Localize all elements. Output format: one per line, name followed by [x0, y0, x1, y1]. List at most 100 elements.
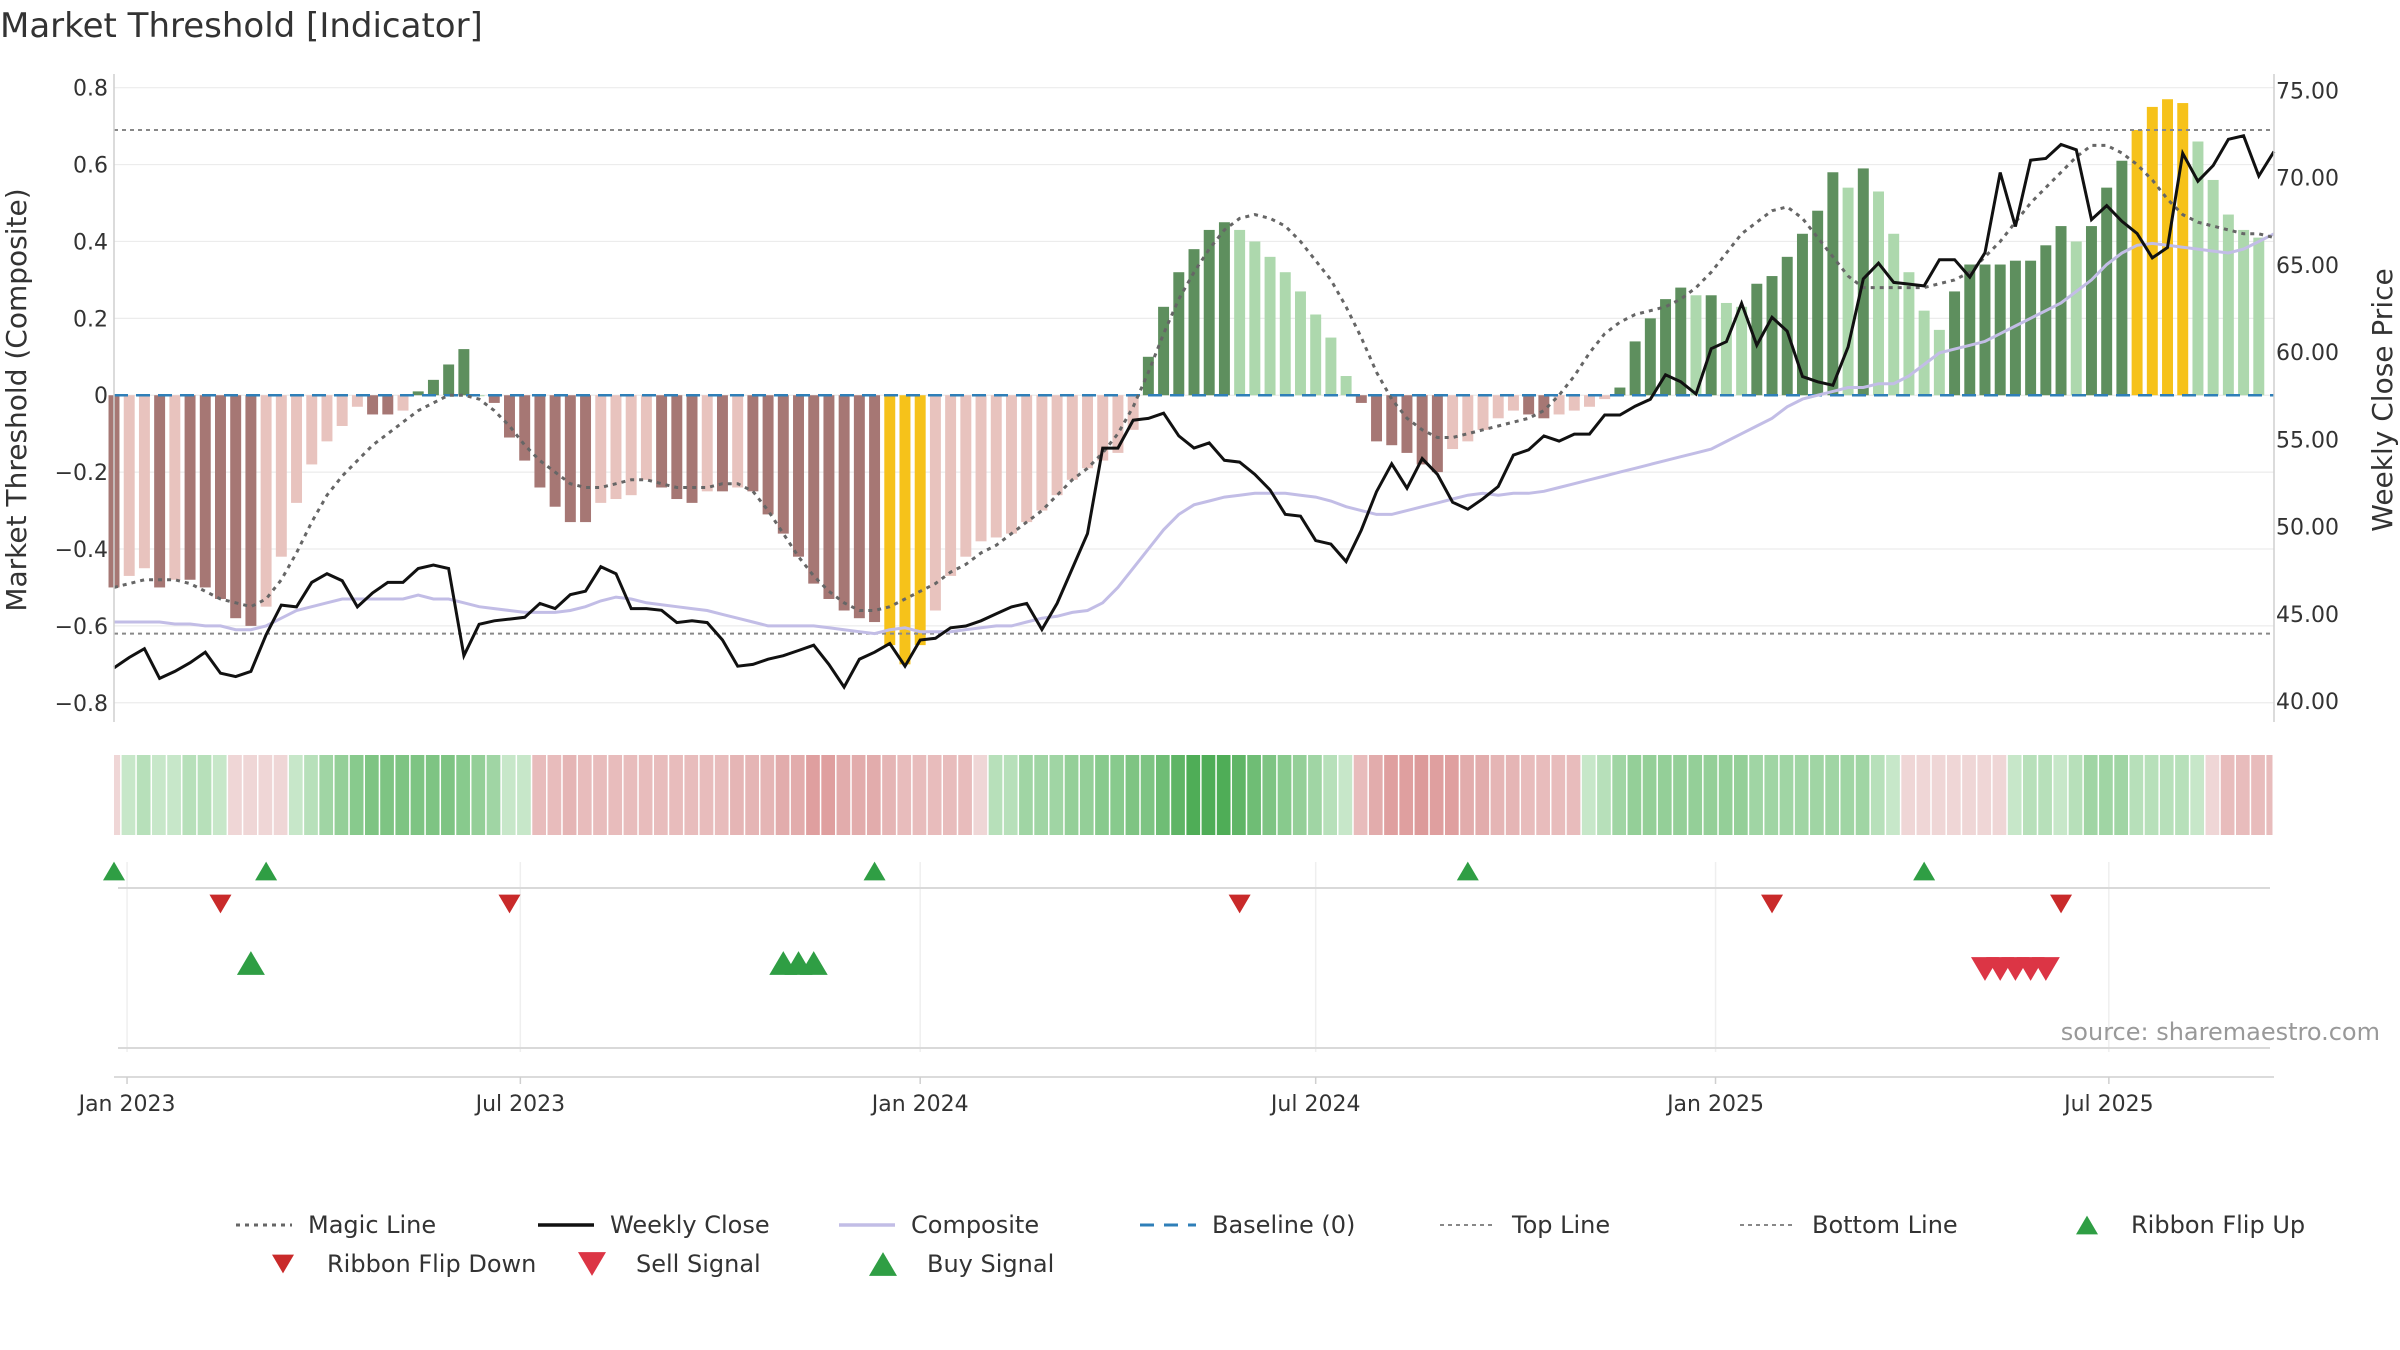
composite-bar: [1234, 229, 1246, 396]
ribbon-flip-down-marker: [2050, 894, 2073, 914]
composite-bar: [306, 395, 318, 465]
composite-bar: [656, 395, 668, 488]
composite-bar: [336, 395, 348, 426]
legend-label: Ribbon Flip Down: [327, 1250, 536, 1278]
composite-bar: [2192, 141, 2204, 396]
ribbon-cell: [1779, 755, 1794, 835]
ribbon-cell: [836, 755, 851, 835]
ribbon-cell: [1901, 755, 1916, 835]
composite-bar: [808, 395, 820, 584]
composite-bar: [1431, 395, 1443, 473]
ribbon-cell: [2175, 755, 2189, 835]
legend-swatch: [272, 1254, 294, 1274]
ribbon-cell: [2235, 755, 2250, 835]
composite-bar: [2009, 260, 2021, 396]
ribbon-cell: [1597, 755, 1611, 835]
composite-bar: [2101, 187, 2113, 396]
composite-bar: [716, 395, 728, 492]
composite-bar: [1918, 310, 1930, 396]
ribbon-cell: [958, 755, 972, 835]
composite-bar: [2085, 226, 2097, 396]
composite-bar: [2070, 241, 2082, 396]
y-right-axis-title: Weekly Close Price: [2366, 268, 2399, 531]
composite-bar: [1386, 395, 1398, 446]
y-right-tick-label: 65.00: [2276, 254, 2339, 279]
composite-bar: [625, 395, 637, 496]
ribbon-cell: [1429, 755, 1444, 835]
ribbon-cell: [2220, 755, 2235, 835]
x-tick-label: Jan 2023: [77, 1092, 176, 1117]
composite-bar: [1005, 395, 1017, 534]
composite-bar: [1066, 395, 1078, 480]
composite-bar: [488, 395, 500, 403]
composite-bar: [975, 395, 987, 542]
composite-bar: [534, 395, 546, 488]
composite-bar: [1203, 229, 1215, 396]
composite-bar: [351, 395, 363, 407]
ribbon-cell: [182, 755, 197, 835]
composite-bar: [2025, 260, 2037, 396]
y-right-tick-label: 70.00: [2276, 167, 2339, 192]
ribbon-cell: [1962, 755, 1976, 835]
x-tick-label: Jul 2023: [474, 1092, 566, 1117]
composite-bar: [1796, 233, 1808, 396]
ribbon-cell: [790, 755, 805, 835]
composite-bar: [1523, 395, 1535, 415]
ribbon-cell: [669, 755, 683, 835]
composite-bar: [1614, 387, 1626, 396]
composite-bar: [853, 395, 865, 619]
composite-bar: [1873, 191, 1884, 396]
ribbon-cell: [1247, 755, 1261, 835]
ribbon-cell: [2190, 755, 2205, 835]
ribbon-cell: [1155, 755, 1170, 835]
composite-bar: [1036, 395, 1048, 511]
composite-bar: [1218, 222, 1230, 396]
ribbon-cell: [1870, 755, 1885, 835]
line-series: [113, 128, 2276, 690]
composite-bar: [1644, 318, 1656, 396]
ribbon-cell: [1019, 755, 1033, 835]
composite-bar: [2116, 160, 2128, 396]
ribbon-cell: [760, 755, 775, 835]
ribbon-cell: [456, 755, 470, 835]
y-left-tick-label: −0.6: [55, 615, 108, 640]
composite-bar: [1705, 295, 1717, 396]
ribbon-cell: [730, 755, 744, 835]
ribbon-cell: [1612, 755, 1627, 835]
ribbon-cell: [1931, 755, 1946, 835]
ribbon-cell: [1460, 755, 1474, 835]
legend-item: Magic Line: [236, 1211, 436, 1239]
ribbon-cell: [943, 755, 957, 835]
composite-bar: [230, 395, 242, 619]
chart-title: Market Threshold [Indicator]: [0, 6, 483, 46]
ribbon-cell: [2129, 755, 2144, 835]
ribbon-cell: [167, 755, 181, 835]
ribbon-cell: [2007, 755, 2022, 835]
composite-bar: [1553, 395, 1565, 415]
ribbon-cell: [1581, 755, 1596, 835]
composite-bar: [382, 395, 394, 415]
composite-bar: [960, 395, 972, 557]
ribbon-cell: [501, 755, 516, 835]
ribbon-cell: [2038, 755, 2052, 835]
legend-label: Magic Line: [308, 1211, 436, 1239]
ribbon-cell: [1840, 755, 1855, 835]
ribbon-flip-up-marker: [863, 861, 886, 881]
x-tick-label: Jul 2025: [2062, 1092, 2154, 1117]
ribbon-cell: [471, 755, 486, 835]
legend-item: Composite: [839, 1211, 1039, 1239]
ribbon-cell: [1034, 755, 1048, 835]
ribbon-cell: [532, 755, 547, 835]
y-right-tick-label: 60.00: [2276, 341, 2339, 366]
ribbon-cell: [1110, 755, 1125, 835]
composite-bar: [1188, 249, 1200, 396]
ribbon-cell: [1946, 755, 1961, 835]
composite-bar: [1994, 264, 2006, 396]
ribbon-cell: [821, 755, 836, 835]
composite-bar: [1629, 341, 1641, 396]
composite-bar: [184, 395, 196, 580]
buy-signal-marker: [799, 951, 828, 975]
ribbon-flip-up-marker: [255, 861, 278, 881]
composite-bar: [929, 395, 941, 611]
ribbon-cell: [121, 755, 136, 835]
